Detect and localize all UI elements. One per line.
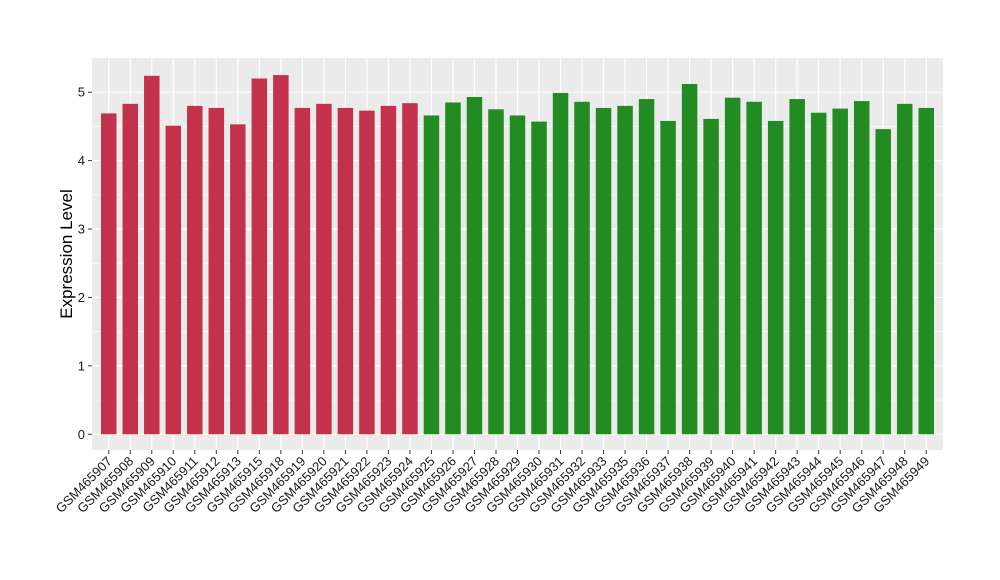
bar [746, 101, 762, 435]
bar [552, 92, 569, 435]
bars [101, 75, 934, 435]
bar [273, 75, 289, 435]
bar [703, 118, 719, 435]
x-axis: GSM465907GSM465908GSM465909GSM465910GSM4… [53, 450, 932, 516]
bar [767, 120, 784, 435]
bar [875, 129, 891, 435]
bar [574, 101, 590, 435]
bar [918, 107, 934, 435]
bar [789, 99, 805, 435]
bar [832, 108, 848, 435]
bar [896, 103, 913, 435]
bar [187, 105, 203, 435]
bar [595, 107, 612, 435]
bar [208, 107, 225, 435]
y-axis-title: Expression Level [57, 189, 76, 318]
y-tick-label: 4 [78, 153, 85, 168]
bar [359, 110, 375, 435]
bar [337, 107, 354, 435]
bar [101, 113, 117, 435]
bar [402, 103, 418, 435]
bar [122, 103, 139, 435]
bar [251, 78, 268, 435]
bar [466, 96, 483, 435]
bar [853, 101, 870, 435]
bar [380, 105, 397, 435]
bar [681, 83, 698, 435]
bar [445, 102, 461, 435]
bar [230, 124, 246, 435]
bar [165, 125, 182, 435]
bar [724, 97, 741, 435]
bar [810, 112, 827, 435]
bar [638, 99, 655, 435]
y-tick-label: 3 [78, 222, 85, 237]
bar [509, 115, 526, 435]
bar [617, 105, 633, 435]
bar [423, 115, 440, 435]
bar [144, 75, 160, 435]
bar [531, 121, 547, 435]
y-tick-label: 0 [78, 427, 85, 442]
y-axis: 0 1 2 3 4 5 [78, 85, 92, 442]
bar [660, 120, 676, 435]
y-tick-label: 2 [78, 290, 85, 305]
bar [294, 107, 311, 435]
y-tick-label: 5 [78, 85, 85, 100]
bar [316, 103, 332, 435]
bar [488, 109, 504, 435]
y-tick-label: 1 [78, 358, 85, 373]
